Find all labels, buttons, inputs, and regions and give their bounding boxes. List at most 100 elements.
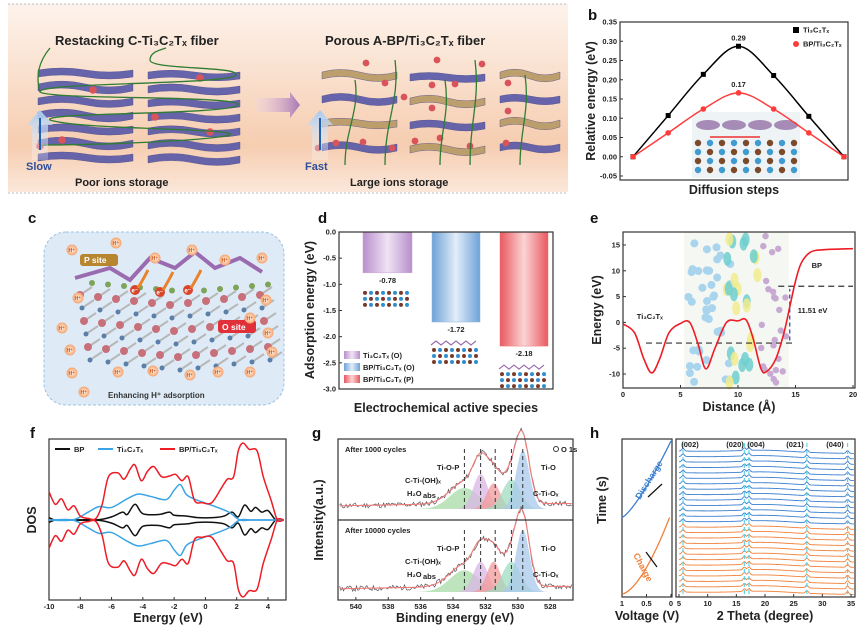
bp-label: BP bbox=[812, 261, 822, 270]
proton-icon bbox=[212, 366, 224, 378]
lattice-atom bbox=[241, 307, 247, 313]
label-fast: Fast bbox=[305, 161, 328, 173]
molecule-atom bbox=[375, 290, 379, 295]
data-point-circle bbox=[735, 90, 742, 96]
proton-label: H⁺ bbox=[113, 241, 120, 247]
proton-icon bbox=[266, 346, 278, 358]
lattice-atom bbox=[259, 305, 265, 311]
molecule-atom bbox=[500, 378, 504, 383]
bp-chain bbox=[498, 364, 545, 370]
peak-index-label: (040) bbox=[826, 440, 844, 449]
lattice-atom bbox=[156, 351, 164, 359]
ti-atom bbox=[702, 356, 711, 365]
bar-value-label: -2.18 bbox=[515, 349, 532, 358]
ion-dot bbox=[381, 79, 389, 87]
p-atom bbox=[782, 294, 789, 301]
fast-ion-path bbox=[519, 74, 528, 166]
proton-icon bbox=[260, 294, 272, 306]
molecule-atom bbox=[438, 354, 442, 359]
p-atom bbox=[771, 336, 778, 344]
electron-label: e⁻ bbox=[185, 289, 192, 295]
y-tick-label: 0.05 bbox=[602, 133, 617, 142]
charge-density-lobe bbox=[742, 298, 751, 313]
data-point-square bbox=[736, 43, 741, 49]
x-tick-label: 0 bbox=[669, 599, 673, 608]
inset-atom bbox=[778, 148, 786, 156]
proton-icon bbox=[112, 366, 124, 378]
proton-icon bbox=[244, 312, 256, 324]
nanosheet bbox=[321, 117, 398, 130]
molecule-atom bbox=[506, 378, 510, 383]
p-atom bbox=[772, 379, 780, 386]
inset-atom bbox=[694, 157, 702, 165]
p-atom bbox=[769, 288, 777, 296]
y-tick-label: 15 bbox=[612, 241, 620, 250]
lattice-atom bbox=[102, 345, 110, 353]
nanosheet bbox=[499, 141, 561, 154]
molecule-atom bbox=[506, 372, 510, 377]
peak-index-label: (021) bbox=[786, 440, 804, 449]
surface-atom bbox=[249, 283, 255, 289]
ion-dot bbox=[362, 59, 370, 67]
lattice-atom bbox=[137, 337, 143, 343]
x-tick-label: 35 bbox=[847, 599, 855, 608]
xrd-pattern-charge bbox=[678, 555, 854, 563]
legend-label: BP/Ti₃C₂Tₓ bbox=[803, 40, 842, 49]
molecule-atom bbox=[405, 290, 409, 295]
lattice-atom bbox=[192, 351, 200, 359]
y-tick-label: 0.25 bbox=[602, 56, 617, 65]
c-ti-oh-label: C-Ti-(OH)ₓ bbox=[405, 557, 441, 566]
lattice-atom bbox=[188, 325, 196, 333]
nanosheet bbox=[499, 68, 561, 83]
inset-atom bbox=[790, 139, 798, 147]
lattice-atom bbox=[231, 361, 237, 367]
ion-dot bbox=[466, 142, 474, 150]
surface-atom bbox=[233, 284, 239, 291]
inset-atom bbox=[706, 148, 714, 156]
surface-atom bbox=[121, 283, 127, 289]
fit-envelope bbox=[339, 429, 572, 507]
lattice-atom bbox=[169, 315, 175, 321]
proton-label: H⁺ bbox=[222, 258, 229, 264]
nanosheet bbox=[499, 94, 561, 105]
lattice-atom bbox=[220, 295, 228, 303]
xrd-pattern-discharge bbox=[678, 446, 854, 454]
p-site-badge bbox=[80, 254, 118, 266]
y-tick-label: 0.35 bbox=[602, 18, 617, 27]
y-tick-label: -1.0 bbox=[323, 280, 336, 289]
p-atom bbox=[779, 368, 786, 375]
plot-frame-e bbox=[622, 231, 856, 389]
lattice-atom bbox=[205, 311, 211, 317]
lattice-atom bbox=[101, 333, 107, 339]
x-tick-label: 10 bbox=[734, 390, 742, 399]
x-tick-label: 532 bbox=[479, 602, 492, 611]
lattice-atom bbox=[79, 305, 85, 311]
charge-density-lobe bbox=[732, 301, 741, 316]
lattice-atom bbox=[245, 333, 251, 339]
molecule-atom bbox=[363, 290, 367, 295]
xrd-pattern-discharge bbox=[678, 506, 854, 514]
charge-curve bbox=[621, 517, 671, 595]
molecule-atom bbox=[387, 296, 391, 301]
ti-o-p-label: Ti-O-P bbox=[437, 463, 459, 472]
lattice-atom bbox=[195, 365, 201, 371]
p-atom bbox=[782, 333, 790, 340]
proton-icon bbox=[256, 252, 268, 264]
caption-enhancing-adsorption: Enhancing H⁺ adsorption bbox=[108, 391, 205, 400]
inset-atom bbox=[766, 148, 774, 156]
proton-label: H⁺ bbox=[81, 390, 88, 396]
xrd-pattern-discharge bbox=[678, 452, 854, 460]
panel-a-schematic: Restacking C-Ti₃C₂Tₓ fiber Porous A-BP/T… bbox=[8, 3, 568, 194]
p-atom bbox=[758, 321, 766, 329]
ti-o-label: Ti-O bbox=[541, 463, 556, 472]
molecule-atom bbox=[363, 302, 367, 307]
nanosheet bbox=[147, 153, 241, 166]
molecule-atom bbox=[474, 348, 478, 353]
x-tick-label: 538 bbox=[382, 602, 395, 611]
ti-o-p-label: Ti-O-P bbox=[437, 544, 459, 553]
bp-sheet bbox=[696, 120, 720, 130]
panel-letter-d: d bbox=[318, 210, 327, 227]
surface-atom bbox=[201, 287, 207, 294]
ion-dot bbox=[151, 113, 159, 121]
inset-atom bbox=[778, 157, 786, 165]
